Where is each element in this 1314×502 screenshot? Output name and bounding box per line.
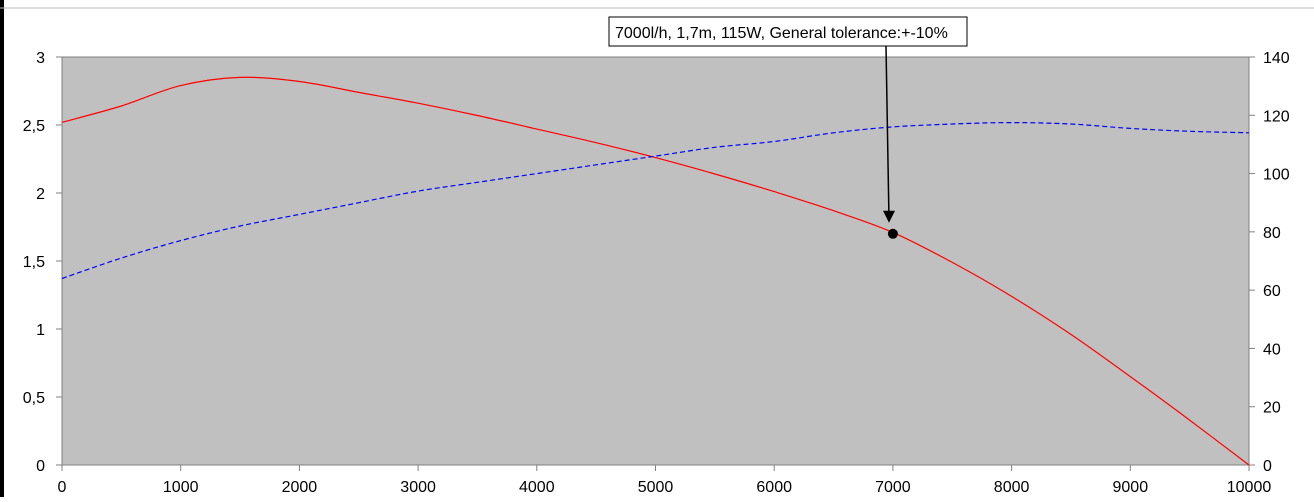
x-tick-label: 3000 <box>400 479 436 496</box>
x-tick-label: 9000 <box>1113 479 1149 496</box>
annotation-box <box>608 16 968 47</box>
x-tick-label: 10000 <box>1227 479 1272 496</box>
y-left-tick-label: 2,5 <box>23 118 45 135</box>
y-right-tick-label: 20 <box>1263 400 1281 417</box>
annotation-text: 7000l/h, 1,7m, 115W, General tolerance:+… <box>615 25 948 42</box>
x-tick-label: 7000 <box>875 479 911 496</box>
y-right-tick-label: 100 <box>1263 167 1290 184</box>
y-right-tick-label: 80 <box>1263 225 1281 242</box>
x-tick-label: 6000 <box>756 479 792 496</box>
y-right-tick-label: 0 <box>1263 458 1272 475</box>
x-tick-label: 5000 <box>638 479 674 496</box>
x-tick-label: 8000 <box>994 479 1030 496</box>
marker-point <box>887 228 898 239</box>
y-left-tick-label: 1,5 <box>23 254 45 271</box>
plot-area <box>61 56 1250 466</box>
y-right-tick-label: 60 <box>1263 283 1281 300</box>
y-left-tick-label: 2 <box>36 186 45 203</box>
y-left-tick-label: 3 <box>36 50 45 67</box>
y-right-tick-label: 40 <box>1263 341 1281 358</box>
y-left-tick-label: 0 <box>36 458 45 475</box>
y-right-tick-label: 140 <box>1263 50 1290 67</box>
x-tick-label: 2000 <box>282 479 318 496</box>
series-line-left-axis <box>61 76 1250 466</box>
y-left-tick-label: 0,5 <box>23 390 45 407</box>
annotation-arrow-head <box>883 210 895 223</box>
y-right-tick-label: 120 <box>1263 108 1290 125</box>
x-tick-label: 0 <box>58 479 67 496</box>
series-line-right-axis <box>61 121 1250 280</box>
y-left-tick-label: 1 <box>36 322 45 339</box>
window-frame-edge <box>0 0 4 497</box>
x-tick-label: 4000 <box>519 479 555 496</box>
annotation-arrow-line <box>885 45 890 221</box>
x-tick-label: 1000 <box>163 479 199 496</box>
